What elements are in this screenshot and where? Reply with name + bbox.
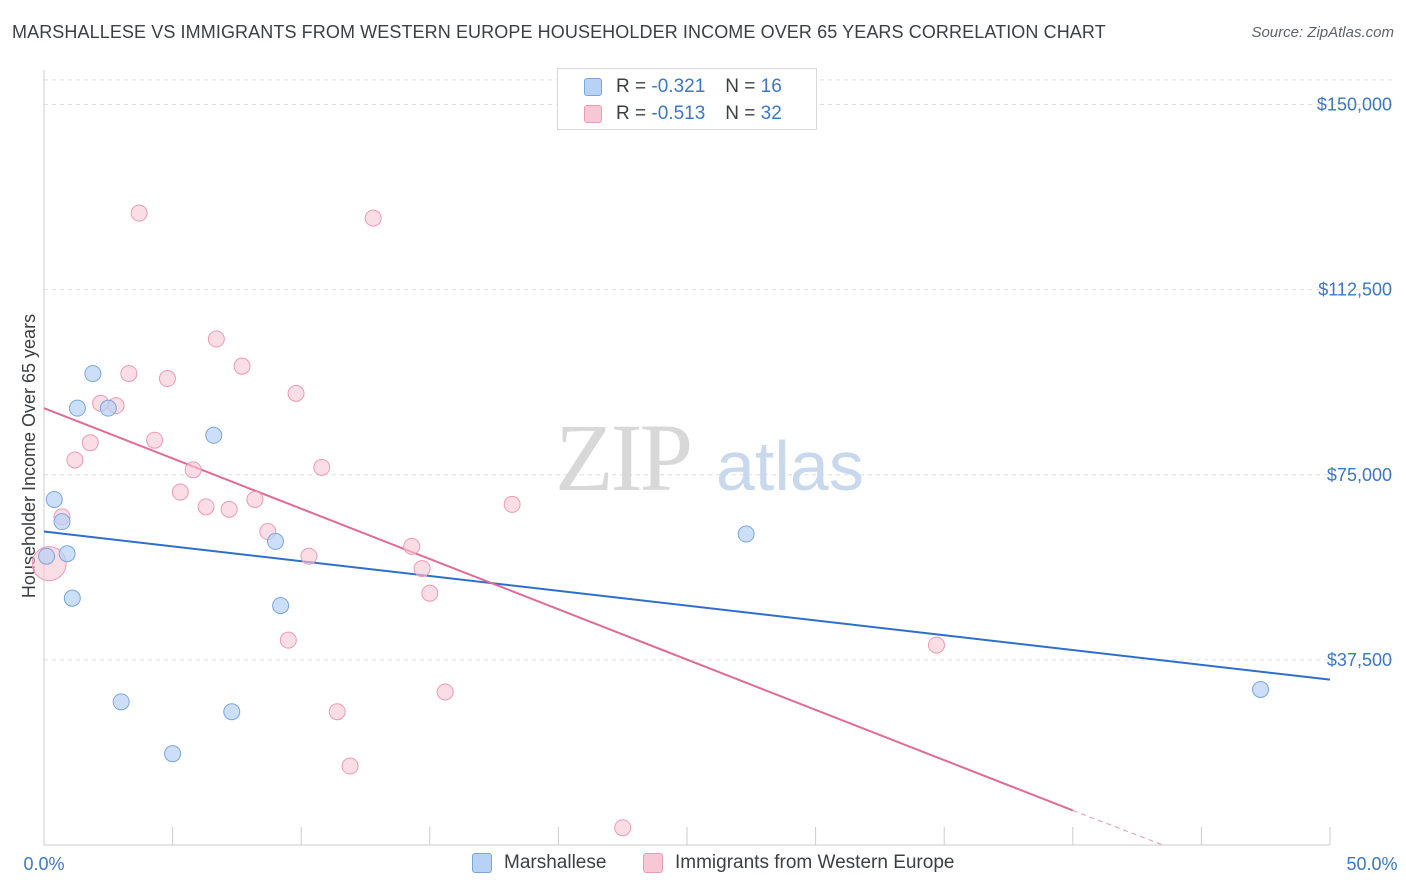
legend-n-label: N = bbox=[725, 103, 756, 124]
point-marshallese bbox=[68, 399, 86, 417]
point-immigrants bbox=[927, 636, 945, 654]
x-tick-label: 50.0% bbox=[1346, 854, 1397, 874]
trend-line-immigrants-extension bbox=[1072, 809, 1164, 846]
point-immigrants bbox=[403, 537, 421, 555]
legend-n-label: N = bbox=[725, 76, 756, 97]
legend-swatch-pink bbox=[584, 105, 602, 123]
watermark: ZIP atlas bbox=[555, 404, 864, 511]
point-immigrants bbox=[197, 498, 215, 516]
point-marshallese bbox=[84, 365, 102, 383]
point-immigrants bbox=[130, 204, 148, 222]
y-axis-label: Householder Income Over 65 years bbox=[19, 314, 39, 598]
legend-r-value: -0.513 bbox=[651, 103, 706, 124]
legend-row-marshallese: R = -0.321 N = 16 bbox=[584, 75, 782, 99]
point-immigrants bbox=[300, 547, 318, 565]
point-immigrants bbox=[503, 495, 521, 513]
point-immigrants bbox=[279, 631, 297, 649]
y-tick-label: $112,500 bbox=[1318, 280, 1392, 300]
legend-row-immigrants: R = -0.513 N = 32 bbox=[584, 102, 782, 126]
point-marshallese bbox=[223, 703, 241, 721]
data-points bbox=[31, 204, 1270, 837]
point-immigrants bbox=[233, 357, 251, 375]
point-marshallese bbox=[1252, 681, 1270, 699]
bottom-legend-label: Immigrants from Western Europe bbox=[675, 852, 955, 873]
point-immigrants bbox=[158, 370, 176, 388]
trend-line-immigrants bbox=[43, 407, 1074, 812]
point-immigrants bbox=[184, 461, 202, 479]
point-immigrants bbox=[146, 431, 164, 449]
point-immigrants bbox=[171, 483, 189, 501]
point-immigrants bbox=[614, 819, 632, 837]
axes bbox=[43, 70, 1331, 846]
point-marshallese bbox=[99, 399, 117, 417]
bottom-legend-marshallese: Marshallese bbox=[472, 852, 606, 874]
point-immigrants bbox=[421, 584, 439, 602]
point-marshallese bbox=[164, 745, 182, 763]
y-tick-labels: $37,500 $75,000 $112,500 $150,000 bbox=[1317, 95, 1392, 670]
watermark-zip: ZIP bbox=[555, 404, 690, 511]
bottom-swatch-pink bbox=[643, 853, 663, 873]
trend-line-marshallese bbox=[43, 530, 1331, 681]
legend-r-value: -0.321 bbox=[651, 76, 706, 97]
y-tick-label: $75,000 bbox=[1327, 465, 1392, 485]
point-immigrants bbox=[413, 560, 431, 578]
point-marshallese bbox=[266, 532, 284, 550]
x-tick-label: 0.0% bbox=[23, 854, 64, 874]
point-marshallese bbox=[272, 597, 290, 615]
y-tick-label: $37,500 bbox=[1327, 650, 1392, 670]
chart-title: MARSHALLESE VS IMMIGRANTS FROM WESTERN E… bbox=[12, 22, 1106, 42]
point-immigrants bbox=[220, 500, 238, 518]
bottom-legend-immigrants: Immigrants from Western Europe bbox=[643, 852, 954, 874]
point-marshallese bbox=[205, 426, 223, 444]
point-immigrants bbox=[120, 365, 138, 383]
point-marshallese bbox=[58, 545, 76, 563]
point-marshallese bbox=[45, 490, 63, 508]
point-immigrants bbox=[287, 384, 305, 402]
point-marshallese bbox=[53, 513, 71, 531]
y-tick-label: $150,000 bbox=[1317, 95, 1392, 115]
correlation-legend: R = -0.321 N = 16 R = -0.513 N = 32 bbox=[557, 68, 817, 130]
point-immigrants bbox=[81, 434, 99, 452]
legend-n-value: 32 bbox=[760, 103, 782, 124]
point-immigrants bbox=[246, 490, 264, 508]
bottom-swatch-blue bbox=[472, 853, 492, 873]
point-immigrants bbox=[313, 458, 331, 476]
legend-n-value: 16 bbox=[760, 76, 782, 97]
legend-swatch-blue bbox=[584, 78, 602, 96]
x-tick-labels: 0.0% 50.0% bbox=[23, 854, 1397, 874]
point-marshallese bbox=[112, 693, 130, 711]
point-immigrants bbox=[328, 703, 346, 721]
point-marshallese bbox=[63, 589, 81, 607]
source-note: Source: ZipAtlas.com bbox=[1251, 24, 1394, 41]
legend-r-label: R = bbox=[616, 103, 647, 124]
point-immigrants bbox=[436, 683, 454, 701]
point-immigrants bbox=[364, 209, 382, 227]
point-immigrants bbox=[66, 451, 84, 469]
point-marshallese bbox=[737, 525, 755, 543]
legend-r-label: R = bbox=[616, 76, 647, 97]
watermark-atlas: atlas bbox=[716, 427, 864, 505]
point-marshallese bbox=[38, 547, 56, 565]
point-immigrants bbox=[341, 757, 359, 775]
bottom-legend-label: Marshallese bbox=[504, 852, 607, 873]
trend-lines bbox=[43, 407, 1331, 846]
point-immigrants bbox=[207, 330, 225, 348]
